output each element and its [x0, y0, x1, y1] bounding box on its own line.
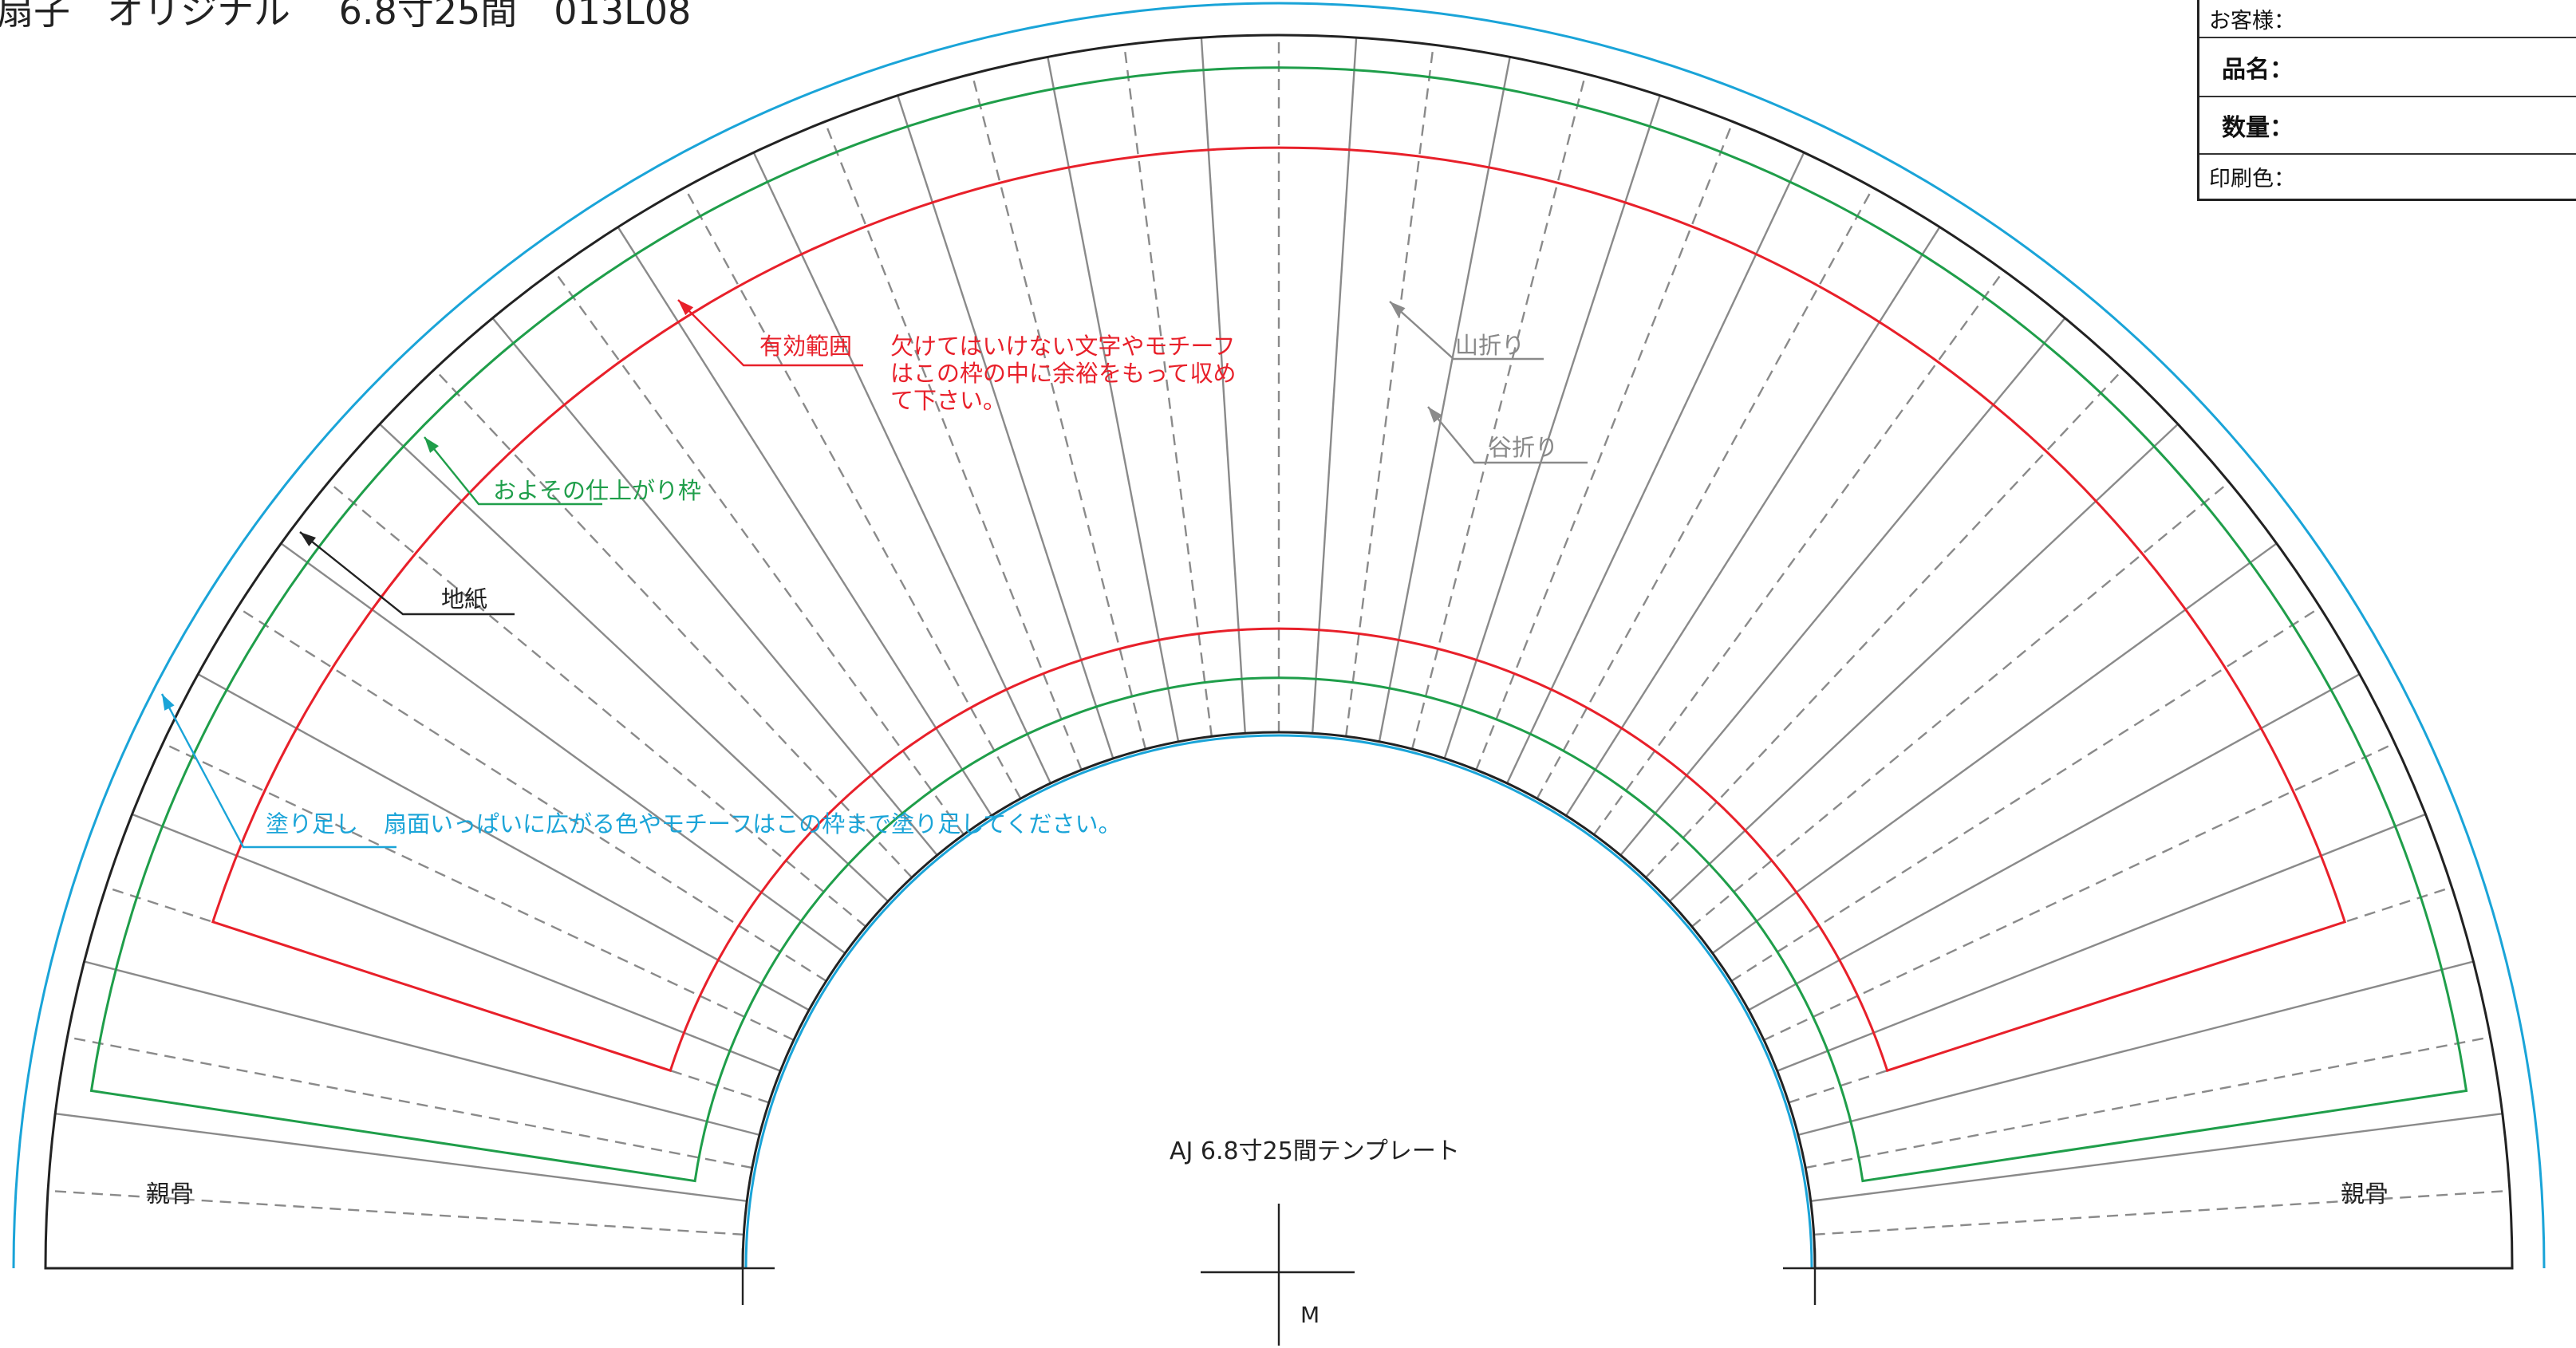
- base-paper-outline: [44, 34, 2514, 1270]
- finish-frame-outline: [89, 66, 2468, 1183]
- product-label: 品名：: [2222, 56, 2294, 84]
- product-row: 品名：: [2199, 38, 2576, 97]
- customer-label: お客様：: [2209, 8, 2295, 34]
- guard-stick-label-left: 親骨: [146, 1180, 194, 1208]
- mountain-fold-line: [491, 317, 938, 856]
- mountain-fold-leader: [1389, 301, 1544, 361]
- customer-row: お客様：: [2199, 0, 2576, 38]
- valley-fold-line: [1475, 121, 1734, 771]
- mountain-fold-line: [617, 227, 992, 817]
- effective-area-note-line2: はこの枠の中に余裕をもって収め: [890, 360, 1237, 387]
- mountain-fold-label: 山折り: [1455, 332, 1525, 359]
- base-paper-leader-arrowhead: [300, 532, 316, 546]
- valley-fold-line: [1123, 45, 1213, 737]
- guard-stick-label-right: 親骨: [2341, 1180, 2389, 1208]
- effective-area-note-line3: て下さい。: [890, 387, 1007, 414]
- leader-lines-group: [160, 299, 1588, 849]
- valley-fold-line: [971, 73, 1147, 750]
- base-paper-leader: [299, 531, 515, 616]
- mountain-fold-line: [280, 542, 846, 954]
- valley-fold-line: [1593, 270, 2005, 836]
- mountain-fold-line: [1711, 542, 2278, 954]
- valley-fold-line: [1645, 369, 2124, 878]
- valley-fold-label: 谷折り: [1489, 434, 1559, 461]
- mountain-fold-line: [1047, 57, 1180, 743]
- finish-frame-leader-arrowhead: [424, 437, 439, 453]
- valley-fold-line: [48, 1189, 744, 1236]
- mountain-fold-line: [1506, 152, 1805, 784]
- mountain-fold-line: [132, 813, 781, 1072]
- mountain-fold-line: [1312, 37, 1358, 734]
- mountain-fold-line: [1443, 95, 1661, 759]
- valley-fold-line: [67, 1036, 753, 1169]
- valley-fold-line: [553, 270, 965, 836]
- mountain-fold-line: [1378, 57, 1511, 743]
- valley-fold-line: [1813, 1189, 2510, 1236]
- bleed-inner-arc: [744, 734, 1813, 1269]
- fold-lines-group: [48, 35, 2510, 1236]
- base-paper-label: 地紙: [441, 585, 488, 613]
- mountain-fold-line: [1565, 227, 1941, 817]
- valley-fold-line: [823, 121, 1083, 771]
- valley-fold-line: [1730, 606, 2321, 982]
- bleed-title: 塗り足し: [266, 810, 359, 838]
- valley-fold-line: [1763, 742, 2396, 1041]
- mountain-fold-line: [1777, 813, 2426, 1072]
- template-name: AJ 6.8寸25間テンプレート: [1170, 1137, 1460, 1165]
- valley-fold-line: [162, 742, 795, 1041]
- mountain-fold-line: [897, 95, 1114, 759]
- mountain-fold-line: [379, 423, 889, 902]
- registration-marks-group: [715, 1204, 1843, 1346]
- quantity-label: 数量：: [2222, 114, 2294, 142]
- effective-area-title: 有効範囲: [759, 333, 853, 360]
- valley-fold-line: [328, 481, 866, 928]
- valley-fold-line: [1345, 45, 1434, 737]
- print-color-row: 印刷色：: [2199, 155, 2576, 199]
- bleed-outline: [12, 2, 2546, 1269]
- mountain-fold-line: [1619, 317, 2066, 856]
- bleed-note: 扇面いっぱいに広がる色やモチーフはこの枠まで塗り足してください。: [384, 810, 1122, 838]
- valley-fold-line: [1805, 1036, 2491, 1169]
- mountain-fold-line: [1810, 1113, 2503, 1202]
- page-title: 扇子 オリジナル 6.8寸25間 013L08: [0, 0, 692, 33]
- valley-fold-line: [237, 606, 827, 982]
- mountain-fold-line: [1797, 960, 2474, 1137]
- mountain-fold-line: [752, 152, 1051, 784]
- finish-frame-label: およその仕上がり枠: [493, 477, 702, 504]
- center-mark-label: M: [1300, 1302, 1320, 1328]
- effective-area-outline: [211, 146, 2347, 1073]
- mountain-fold-line: [197, 673, 810, 1011]
- mountain-fold-line: [1748, 673, 2361, 1011]
- effective-area-note-line1: 欠けてはいけない文字やモチーフ: [890, 333, 1236, 360]
- bleed-leader: [160, 693, 396, 849]
- frame-lines-group: [12, 2, 2546, 1270]
- mountain-fold-line: [84, 960, 760, 1137]
- mountain-fold-line: [1200, 37, 1246, 734]
- bleed-leader-arrowhead: [162, 694, 175, 711]
- order-info-table: お客様： 品名： 数量： 印刷色：: [2197, 0, 2576, 201]
- valley-fold-leader: [1427, 406, 1588, 464]
- valley-fold-line: [1536, 187, 1874, 799]
- effective-area-leader-arrowhead: [678, 300, 694, 316]
- valley-fold-line: [433, 369, 913, 878]
- valley-fold-line: [1410, 73, 1587, 750]
- print-color-label: 印刷色：: [2209, 167, 2295, 191]
- valley-fold-leader-arrowhead: [1428, 407, 1443, 423]
- mountain-fold-line: [55, 1113, 748, 1202]
- effective-area-leader: [677, 299, 863, 367]
- mountain-fold-line: [1669, 423, 2179, 902]
- valley-fold-line: [1691, 481, 2230, 928]
- quantity-row: 数量：: [2199, 97, 2576, 155]
- finish-frame-leader: [424, 436, 602, 506]
- mountain-fold-leader-arrowhead: [1390, 302, 1406, 317]
- valley-fold-line: [684, 187, 1022, 799]
